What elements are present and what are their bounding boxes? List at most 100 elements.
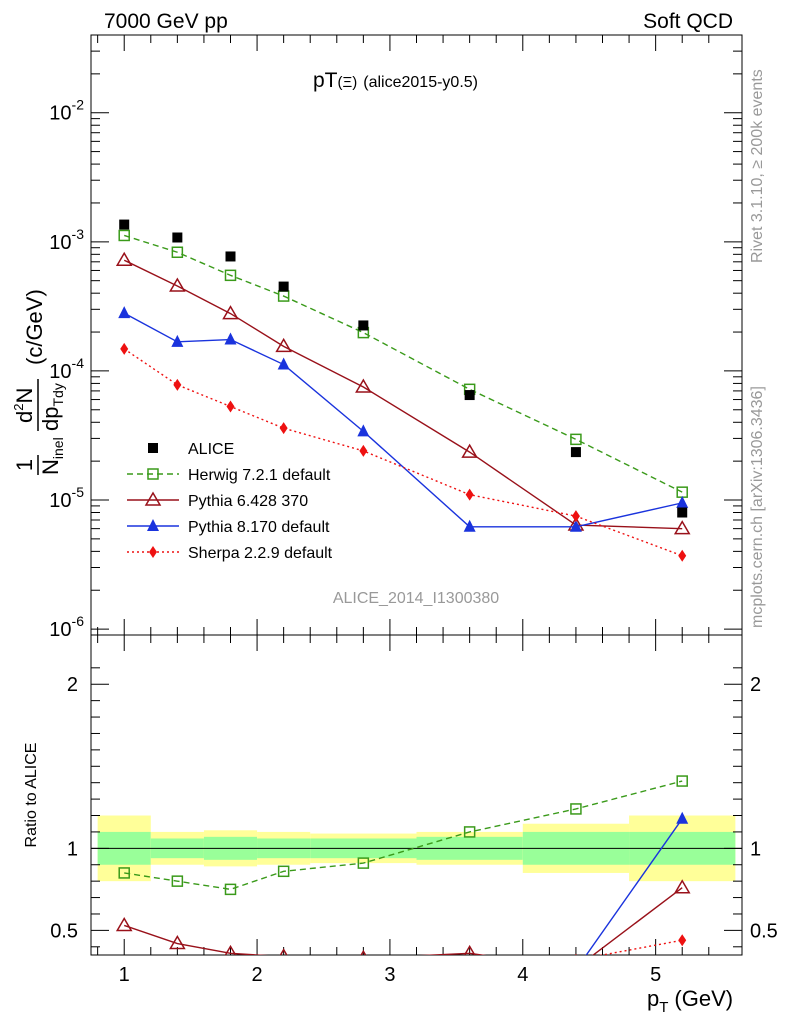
- ratio-point: [463, 944, 476, 955]
- y-tick-label: 10-6: [49, 613, 84, 641]
- marker: [464, 390, 475, 401]
- series-point: [224, 332, 237, 345]
- ratio-point: [676, 775, 688, 787]
- marker: [173, 995, 181, 1007]
- marker: [461, 443, 478, 458]
- x-tick-label: 1: [119, 964, 130, 986]
- ratio-y-tick-label-right: 1: [750, 838, 761, 860]
- marker: [225, 968, 237, 980]
- ratio-point: [357, 981, 369, 993]
- marker: [463, 519, 476, 532]
- ratio-series-group: [115, 775, 691, 1007]
- series-point: [171, 246, 184, 259]
- ratio-point: [676, 811, 689, 824]
- main-ylabel-formula: 1: [12, 459, 37, 471]
- legend-marker: [148, 443, 158, 453]
- series-point: [465, 488, 474, 501]
- marker: [464, 989, 476, 1001]
- series-point: [173, 378, 182, 391]
- plot-title-particle: (Ξ): [338, 74, 358, 91]
- marker: [224, 269, 237, 282]
- series-point: [226, 400, 235, 413]
- series-line: [123, 259, 683, 530]
- legend-label: Sherpa 2.2.9 default: [188, 545, 333, 562]
- marker: [355, 378, 372, 393]
- marker: [118, 229, 130, 242]
- marker: [463, 944, 476, 955]
- marker: [466, 979, 474, 991]
- ratio-point: [463, 826, 476, 838]
- marker: [119, 219, 130, 230]
- marker: [570, 963, 582, 975]
- marker: [173, 378, 182, 391]
- ratio-ylabel: Ratio to ALICE: [23, 743, 40, 848]
- ratio-point: [277, 865, 290, 878]
- marker: [120, 342, 129, 355]
- marker: [171, 334, 184, 347]
- ratio-point: [118, 867, 130, 879]
- marker: [277, 865, 290, 878]
- series-point: [676, 495, 689, 508]
- marker: [677, 507, 688, 518]
- ratio-point: [171, 875, 184, 887]
- ratio-y-tick-label-right: 2: [750, 674, 761, 696]
- marker: [120, 988, 128, 1000]
- marker: [227, 995, 235, 1007]
- series-point: [118, 229, 130, 242]
- y-tick-label: 10-4: [49, 355, 84, 383]
- x-axis-label-unit: (GeV): [674, 986, 733, 1011]
- series-point: [115, 251, 133, 266]
- marker: [678, 934, 687, 947]
- marker: [118, 867, 130, 879]
- ratio-uncertainty-bands: [91, 815, 742, 882]
- data-point: [677, 507, 688, 518]
- marker: [676, 775, 688, 787]
- marker: [569, 519, 582, 532]
- data-point: [358, 320, 369, 331]
- ratio-point: [570, 963, 582, 975]
- marker: [148, 443, 158, 453]
- marker: [570, 803, 582, 815]
- main-series-group: [115, 219, 691, 562]
- marker: [359, 988, 367, 1000]
- marker: [171, 875, 184, 887]
- marker: [144, 491, 162, 506]
- series-point: [224, 269, 237, 282]
- ratio-point: [575, 953, 577, 955]
- marker: [147, 519, 159, 531]
- marker: [226, 400, 235, 413]
- series-point: [171, 334, 184, 347]
- ratio-plot-frame: [90, 634, 743, 956]
- header-right: Soft QCD: [643, 10, 733, 33]
- ratio-point: [115, 916, 133, 932]
- legend-label: Pythia 6.428 370: [188, 493, 308, 510]
- ratio-point: [570, 803, 582, 815]
- ratio-point: [678, 934, 687, 947]
- rivet-version-label: Rivet 3.1.10, ≥ 200k events: [749, 69, 766, 263]
- marker: [171, 979, 183, 991]
- marker: [169, 277, 186, 292]
- series-point: [357, 424, 370, 437]
- marker: [463, 826, 476, 838]
- ratio-point: [225, 968, 237, 980]
- series-point: [169, 277, 186, 292]
- ratio-y-tick-label: 1: [67, 838, 78, 860]
- ratio-point: [169, 935, 186, 950]
- data-point: [278, 281, 289, 292]
- series-line: [123, 348, 683, 557]
- analysis-id: ALICE_2014_I1300380: [333, 590, 499, 607]
- ratio-line: [123, 887, 683, 955]
- marker: [357, 424, 370, 437]
- marker: [678, 549, 687, 562]
- marker: [673, 520, 691, 535]
- legend-marker: [147, 519, 159, 531]
- header-left: 7000 GeV pp: [104, 10, 228, 33]
- ratio-point: [278, 964, 290, 976]
- marker: [359, 444, 368, 457]
- ratio-point: [120, 988, 128, 1000]
- ratio-point: [357, 857, 370, 869]
- series-point: [461, 443, 478, 458]
- ratio-y-tick-label: 2: [67, 674, 78, 696]
- marker: [570, 433, 582, 446]
- ratio-point: [171, 979, 183, 991]
